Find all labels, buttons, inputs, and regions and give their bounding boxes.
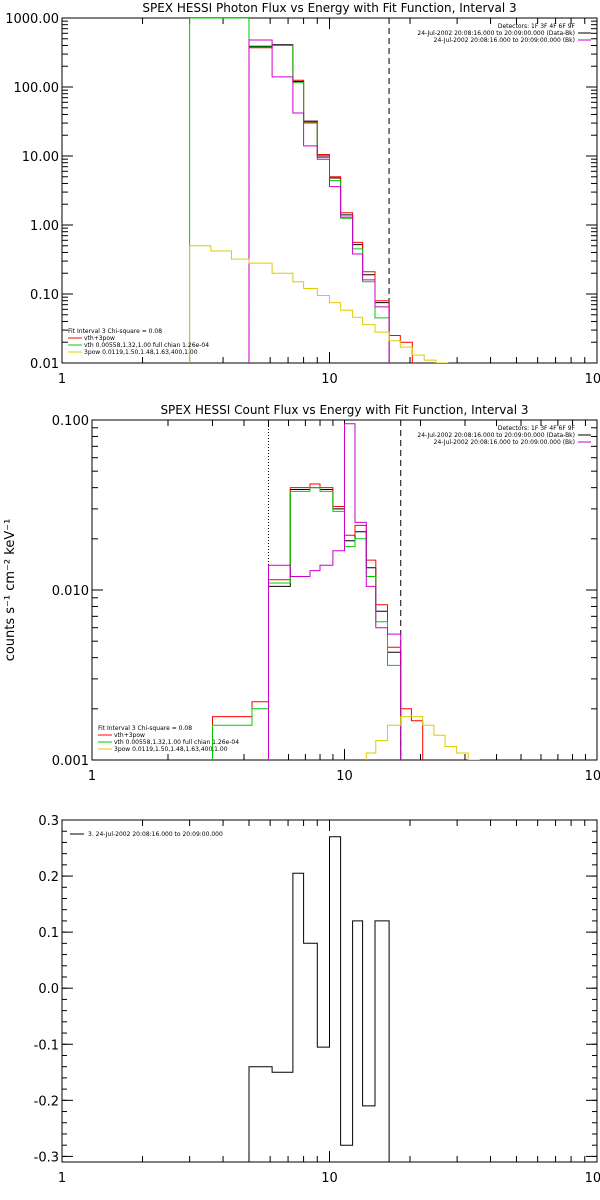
legend-right-entry: 24-Jul-2002 20:08:16.000 to 20:09:00.000… [434,439,575,446]
panel-title: SPEX HESSI Count Flux vs Energy with Fit… [160,403,528,417]
legend-right-entry: 24-Jul-2002 20:08:16.000 to 20:09:00.000… [417,30,575,37]
legend-right-entry: 24-Jul-2002 20:08:16.000 to 20:09:00.000… [417,432,575,439]
x-tick-label: 10 [336,769,353,784]
count-flux-panel: SPEX HESSI Count Flux vs Energy with Fit… [3,403,600,784]
y-tick-label: 0.3 [38,814,59,829]
fit-legend-header: Fit Interval 3 Chi-square = 0.08 [98,725,192,732]
legend-right-entry: 24-Jul-2002 20:08:16.000 to 20:09:00.000… [434,37,575,44]
fit-legend-entry: vth+3pow [84,335,115,342]
series-bk [268,423,402,760]
series-vth-3pow [248,44,390,363]
y-tick-label: 0.2 [38,870,59,885]
series-3pow [365,716,480,760]
y-tick-label: -0.2 [34,1094,59,1109]
series-3pow [189,245,449,363]
x-tick-label: 100 [585,372,600,387]
fit-legend-entry: 3pow 0.0119,1.50,1.48,1.63,400,1.00 [84,349,198,356]
y-tick-label: -0.3 [34,1150,59,1165]
fit-legend-entry: 3pow 0.0119,1.50,1.48,1.63,400,1.00 [114,746,228,753]
y-tick-label: 1000.00 [5,12,59,27]
x-tick-label: 1 [58,1171,66,1186]
series-data-bk [248,45,413,363]
panel-title: SPEX HESSI Photon Flux vs Energy with Fi… [142,1,516,15]
legend-right-entry: Detectors: 1F 3F 4F 6F 9F [498,425,576,432]
y-tick-label: 0.1 [38,926,59,941]
series-vth [189,18,390,363]
y-tick-label: -0.1 [34,1038,59,1053]
fit-legend-entry: vth 0.00558,1.32,1.00 full chian 1.26e-0… [84,342,209,349]
plot-frame [61,17,598,364]
y-tick-label: 10.00 [22,150,59,165]
x-tick-label: 100 [585,1171,600,1186]
y-tick-label: 0.10 [30,288,59,303]
x-tick-label: 1 [58,372,66,387]
y-tick-label: 1.00 [30,219,59,234]
y-tick-label: 0.0 [38,982,59,997]
series-data-bk [212,483,424,760]
fit-legend-entry: vth+3pow [114,732,145,739]
y-tick-label: 0.001 [52,754,89,769]
residuals-panel: Raw Residuals110100-0.3-0.2-0.10.00.10.2… [34,814,600,1186]
y-tick-label: 0.010 [52,584,89,599]
fit-legend-entry: vth 0.00558,1.32,1.00 full chian 1.26e-0… [114,739,239,746]
y-tick-label: 100.00 [14,81,60,96]
series-vth-3pow [268,487,402,760]
legend-right-entry: Detectors: 1F 3F 4F 6F 9F [498,23,576,30]
x-tick-label: 100 [585,769,600,784]
y-tick-label: 0.100 [52,414,89,429]
series-bk [248,39,390,363]
series-vth [212,487,402,760]
x-tick-label: 1 [88,769,96,784]
y-axis-label: counts s⁻¹ cm⁻² keV⁻¹ [3,519,18,662]
x-tick-label: 10 [321,372,338,387]
residual-legend-entry: 3. 24-Jul-2002 20:08:16.000 to 20:09:00.… [88,831,223,838]
photon-flux-panel: SPEX HESSI Photon Flux vs Energy with Fi… [5,1,600,387]
x-tick-label: 10 [321,1171,338,1186]
series-3-24-jul-2002-20-08-16-000-to-20-09-00-000 [248,836,390,1162]
y-tick-label: 0.01 [30,357,59,372]
fit-legend-header: Fit Interval 3 Chi-square = 0.08 [68,328,162,335]
